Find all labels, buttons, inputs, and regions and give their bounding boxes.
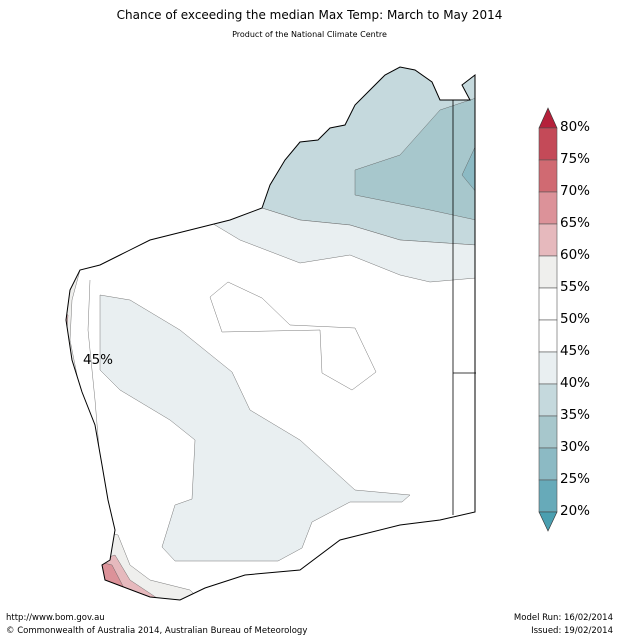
colorbar-tick-label: 65% bbox=[560, 215, 591, 231]
colorbar-bin bbox=[538, 255, 558, 289]
colorbar-bin bbox=[538, 159, 558, 193]
colorbar-tick-label: 25% bbox=[560, 471, 591, 487]
colorbar-bin bbox=[538, 319, 558, 353]
colorbar-bin bbox=[538, 479, 558, 513]
footer-issued: Issued: 19/02/2014 bbox=[531, 626, 613, 636]
colorbar-tick-label: 60% bbox=[560, 247, 591, 263]
colorbar-tick-label: 55% bbox=[560, 279, 591, 295]
footer-model-run: Model Run: 16/02/2014 bbox=[513, 613, 613, 623]
colorbar-tick-label: 40% bbox=[560, 375, 591, 391]
zone-40-45-interior bbox=[99, 294, 411, 562]
map-subtitle: Product of the National Climate Centre bbox=[232, 30, 387, 39]
map-contour-label: 45% bbox=[83, 352, 114, 368]
footer-url[interactable]: http://www.bom.gov.au bbox=[6, 613, 105, 623]
colorbar-over-arrow bbox=[538, 107, 558, 129]
zone-25-30 bbox=[461, 144, 475, 193]
colorbar-bin bbox=[538, 351, 558, 385]
colorbar-tick-label: 50% bbox=[560, 311, 591, 327]
colorbar-under-arrow bbox=[538, 511, 558, 532]
colorbar-bin bbox=[538, 447, 558, 481]
colorbar-bin bbox=[538, 127, 558, 161]
colorbar-tick-label: 80% bbox=[560, 119, 591, 135]
colorbar-bin bbox=[538, 383, 558, 417]
colorbar-tick-label: 45% bbox=[560, 343, 591, 359]
colorbar-tick-label: 20% bbox=[560, 503, 591, 519]
colorbar-tick-label: 30% bbox=[560, 439, 591, 455]
colorbar-bin bbox=[538, 287, 558, 321]
contour-50 bbox=[209, 281, 377, 391]
footer-copyright: © Commonwealth of Australia 2014, Austra… bbox=[6, 626, 308, 636]
zone-30-35 bbox=[354, 97, 475, 221]
colorbar-bin bbox=[538, 223, 558, 257]
contour-coast bbox=[87, 279, 101, 461]
colorbar-tick-label: 70% bbox=[560, 183, 591, 199]
colorbar-bin bbox=[538, 415, 558, 449]
colorbar-tick-label: 75% bbox=[560, 151, 591, 167]
colorbar-bin bbox=[538, 191, 558, 225]
probability-zones bbox=[66, 67, 475, 600]
state-border bbox=[452, 100, 476, 515]
colorbar-tick-label: 35% bbox=[560, 407, 591, 423]
colorbar bbox=[538, 107, 558, 532]
map-title: Chance of exceeding the median Max Temp:… bbox=[116, 8, 503, 22]
zone-35-40 bbox=[66, 67, 475, 246]
zone-40-45-north bbox=[209, 207, 475, 283]
